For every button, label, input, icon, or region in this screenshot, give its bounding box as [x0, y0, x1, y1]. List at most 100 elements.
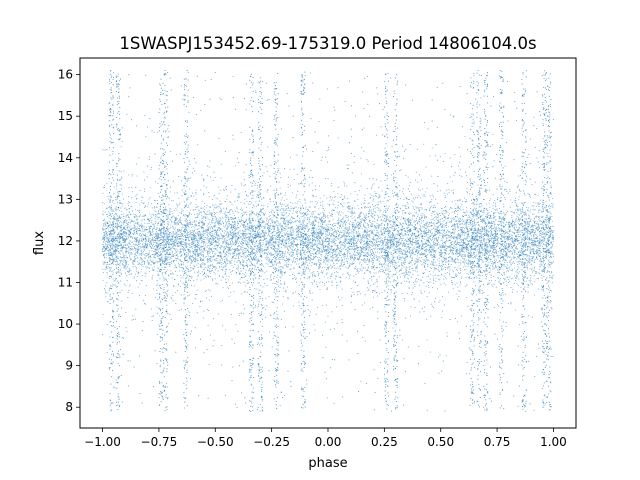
data-point — [203, 211, 204, 212]
data-point — [194, 214, 195, 215]
data-point — [424, 229, 425, 230]
data-point — [242, 259, 243, 260]
data-point — [391, 292, 392, 293]
data-point — [310, 216, 311, 217]
data-point — [309, 269, 310, 270]
data-point — [140, 214, 141, 215]
data-point — [117, 209, 118, 210]
data-point — [459, 252, 460, 253]
data-point — [246, 207, 247, 208]
data-point — [417, 216, 418, 217]
data-point — [423, 231, 424, 232]
data-point — [336, 234, 337, 235]
data-point — [225, 271, 226, 272]
data-point — [313, 213, 314, 214]
data-point — [414, 234, 415, 235]
data-point — [125, 260, 126, 261]
data-point — [417, 253, 418, 254]
data-point — [238, 227, 239, 228]
data-point — [311, 246, 312, 247]
data-point — [332, 255, 333, 256]
data-point — [367, 229, 368, 230]
data-point — [301, 244, 302, 245]
data-point — [305, 246, 306, 247]
data-point — [478, 272, 479, 273]
data-point — [546, 220, 547, 221]
data-point — [148, 238, 149, 239]
data-point — [431, 229, 432, 230]
data-point — [378, 225, 379, 226]
data-point — [380, 210, 381, 211]
data-point — [347, 227, 348, 228]
data-point — [319, 278, 320, 279]
data-point — [312, 247, 313, 248]
data-point — [476, 216, 477, 217]
data-point — [247, 246, 248, 247]
data-point — [384, 233, 385, 234]
data-point — [174, 236, 175, 237]
data-point — [272, 244, 273, 245]
data-point — [292, 256, 293, 257]
data-point — [524, 287, 525, 288]
data-point — [319, 289, 320, 290]
data-point — [466, 210, 467, 211]
data-point — [305, 270, 306, 271]
data-point — [250, 265, 251, 266]
data-point — [402, 240, 403, 241]
data-point — [437, 269, 438, 270]
data-point — [453, 245, 454, 246]
data-point — [179, 219, 180, 220]
data-point — [172, 213, 173, 214]
data-point — [208, 261, 209, 262]
data-point — [527, 262, 528, 263]
data-point — [268, 259, 269, 260]
data-point — [275, 239, 276, 240]
data-point — [401, 243, 402, 244]
data-point — [128, 217, 129, 218]
data-point — [320, 263, 321, 264]
data-point — [292, 262, 293, 263]
data-point — [180, 281, 181, 282]
data-point — [153, 242, 154, 243]
data-point — [292, 213, 293, 214]
data-point — [493, 262, 494, 263]
data-point — [282, 231, 283, 232]
data-point — [300, 242, 301, 243]
data-point — [183, 236, 184, 237]
data-point — [543, 254, 544, 255]
data-point — [296, 197, 297, 198]
data-point — [225, 238, 226, 239]
data-point — [104, 219, 105, 220]
data-point — [302, 237, 303, 238]
data-point — [351, 233, 352, 234]
data-point — [489, 238, 490, 239]
data-point — [530, 209, 531, 210]
data-point — [293, 240, 294, 241]
data-point — [280, 226, 281, 227]
data-point — [497, 230, 498, 231]
data-point — [261, 227, 262, 228]
data-point — [357, 241, 358, 242]
data-point — [527, 239, 528, 240]
data-point — [451, 247, 452, 248]
data-point — [352, 255, 353, 256]
data-point — [525, 276, 526, 277]
data-point — [272, 272, 273, 273]
data-point — [223, 250, 224, 251]
data-point — [545, 255, 546, 256]
data-point — [213, 240, 214, 241]
data-point — [518, 256, 519, 257]
data-point — [435, 216, 436, 217]
data-point — [259, 232, 260, 233]
data-point — [365, 227, 366, 228]
data-point — [442, 225, 443, 226]
data-point — [192, 226, 193, 227]
data-point — [489, 272, 490, 273]
data-point — [265, 224, 266, 225]
data-point — [410, 272, 411, 273]
data-point — [437, 259, 438, 260]
data-point — [517, 216, 518, 217]
data-point — [464, 220, 465, 221]
data-point — [289, 240, 290, 241]
data-point — [272, 264, 273, 265]
